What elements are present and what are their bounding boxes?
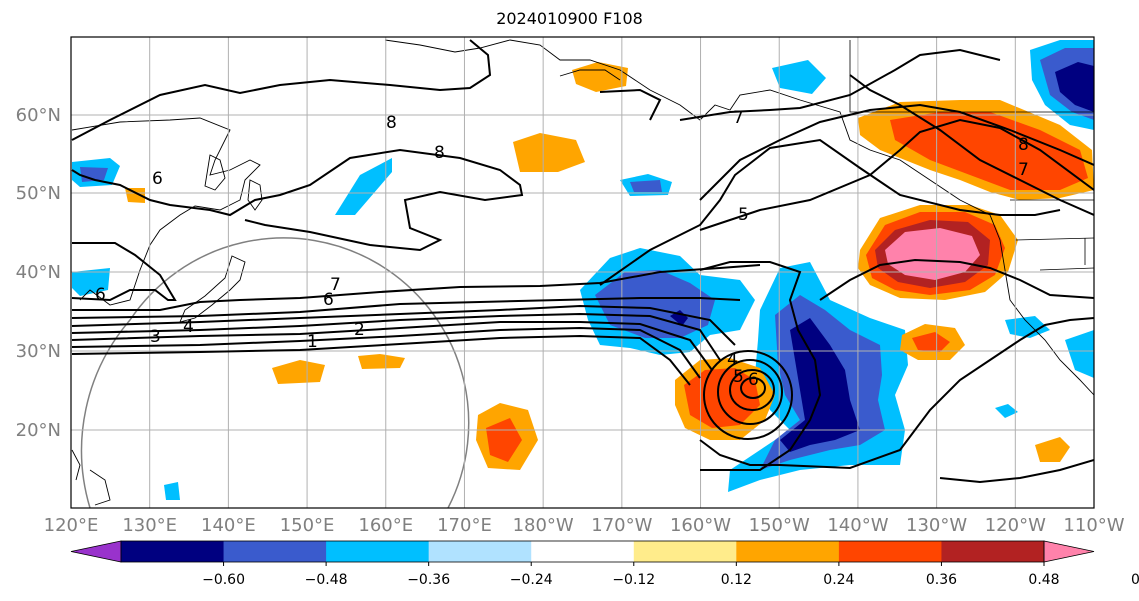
colorbar-box (326, 541, 430, 562)
contour-label: 6 (152, 169, 163, 189)
colorbar-extend-high (1043, 540, 1095, 563)
colorbar-box (121, 541, 225, 562)
colorbar-extend-low (70, 540, 122, 563)
longitude-tick-label: 110°W (1063, 515, 1124, 536)
colorbar-tick-label: 0.60 (1131, 572, 1139, 588)
longitude-tick-label: 120°E (44, 515, 99, 536)
map-title: 2024010900 F108 (496, 9, 643, 28)
contour-label: 1 (307, 332, 318, 352)
colorbar-tick-label: −0.60 (202, 572, 245, 588)
longitude-tick-label: 150°E (280, 515, 335, 536)
longitude-tick-label: 130°W (906, 515, 967, 536)
latitude-tick-label: 50°N (16, 183, 61, 204)
longitude-tick-label: 160°W (670, 515, 731, 536)
colorbar-frame (120, 540, 1045, 563)
contour-label: 6 (748, 370, 759, 390)
contour-label: 7 (733, 108, 744, 128)
gridlines (71, 37, 1094, 508)
latitude-tick-label: 60°N (16, 105, 61, 126)
contour-label: 4 (183, 317, 194, 337)
map-frame (70, 36, 1095, 509)
colorbar-box (428, 541, 532, 562)
longitude-tick-label: 160°E (358, 515, 413, 536)
radius-circle (80, 237, 470, 508)
longitude-ticks: 120°E 130°E 140°E 150°E 160°E 170°E 180°W 170°W… (44, 515, 1125, 536)
colorbar-ticks: −0.60 −0.48 −0.36 −0.24 −0.12 0.12 0.24 0.36 0.4… (202, 562, 1139, 588)
contour-label: 5 (738, 205, 749, 225)
colorbar-tick-label: −0.36 (407, 572, 450, 588)
latitude-tick-label: 40°N (16, 262, 61, 283)
colorbar-box (941, 541, 1045, 562)
longitude-tick-label: 170°E (437, 515, 492, 536)
latitude-tick-label: 30°N (16, 341, 61, 362)
contour-label: 7 (1018, 160, 1029, 180)
contour-label: 3 (150, 327, 161, 347)
latitude-tick-label: 20°N (16, 420, 61, 441)
colorbar-box (531, 541, 635, 562)
contour-label: 8 (1018, 135, 1029, 155)
colorbar-box (223, 541, 327, 562)
colorbar-tick-label: −0.48 (305, 572, 348, 588)
borders (849, 40, 1094, 271)
colorbar-box (633, 541, 737, 562)
contour-label: 8 (434, 143, 445, 163)
contour-label: 6 (95, 285, 106, 305)
latitude-ticks: 20°N 30°N 40°N 50°N 60°N (16, 105, 61, 441)
colorbar-tick-label: −0.24 (510, 572, 553, 588)
colorbar-tick-label: 0.36 (926, 572, 957, 588)
contour-label: 2 (354, 320, 365, 340)
contour-label: 7 (330, 275, 341, 295)
map-area: 8 8 6 7 6 4 3 2 1 5 7 8 7 6 5 4 6 (71, 37, 1094, 508)
colorbar-tick-label: 0.24 (823, 572, 854, 588)
longitude-tick-label: 140°W (827, 515, 888, 536)
longitude-tick-label: 140°E (201, 515, 256, 536)
longitude-tick-label: 120°W (985, 515, 1046, 536)
contour-label: 8 (386, 113, 397, 133)
contour-label: 4 (727, 350, 738, 370)
longitude-tick-label: 130°E (122, 515, 177, 536)
colorbar-tick-label: 0.48 (1028, 572, 1059, 588)
colorbar-tick-label: −0.12 (612, 572, 655, 588)
contour-labels: 8 8 6 7 6 4 3 2 1 5 7 8 7 6 5 4 6 (95, 108, 1029, 390)
colorbar-box (838, 541, 942, 562)
colorbar-box (736, 541, 840, 562)
contour-label: 6 (323, 290, 334, 310)
contours (71, 39, 1094, 484)
colorbar (70, 540, 1095, 563)
contour-label: 5 (733, 367, 744, 387)
longitude-tick-label: 150°W (749, 515, 810, 536)
longitude-tick-label: 170°W (591, 515, 652, 536)
colorbar-tick-label: 0.12 (721, 572, 752, 588)
longitude-tick-label: 180°W (513, 515, 574, 536)
